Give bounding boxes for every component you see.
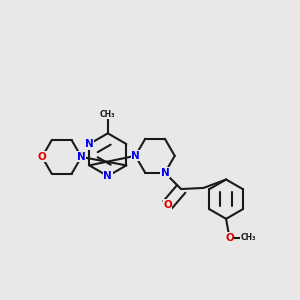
Text: N: N <box>85 139 94 149</box>
Text: O: O <box>163 200 172 210</box>
Text: CH₃: CH₃ <box>241 233 256 242</box>
Text: O: O <box>225 233 234 243</box>
Text: O: O <box>38 152 46 162</box>
Text: N: N <box>103 171 112 181</box>
Text: N: N <box>160 168 169 178</box>
Text: N: N <box>77 152 86 162</box>
Text: CH₃: CH₃ <box>100 110 116 119</box>
Text: N: N <box>131 151 140 161</box>
